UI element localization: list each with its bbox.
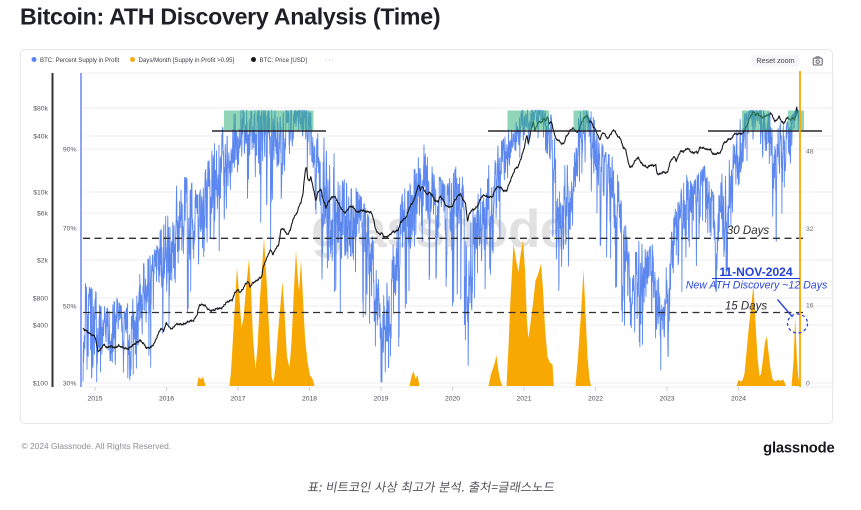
svg-text:2020: 2020 <box>445 396 460 403</box>
svg-text:2019: 2019 <box>373 396 388 403</box>
svg-text:$800: $800 <box>33 295 48 302</box>
svg-text:2018: 2018 <box>302 396 317 403</box>
svg-text:30 Days: 30 Days <box>727 225 769 237</box>
svg-text:Days/Month [Supply in Profit >: Days/Month [Supply in Profit >0.95] <box>139 57 235 64</box>
svg-text:2016: 2016 <box>159 396 174 403</box>
svg-text:$10k: $10k <box>33 189 48 196</box>
svg-text:2017: 2017 <box>230 396 245 403</box>
svg-text:Reset zoom: Reset zoom <box>756 56 794 65</box>
svg-text:48: 48 <box>806 148 814 155</box>
svg-text:$100: $100 <box>33 380 48 387</box>
svg-text:BTC: Price [USD]: BTC: Price [USD] <box>260 57 308 64</box>
svg-text:70%: 70% <box>63 225 77 232</box>
svg-text:2024: 2024 <box>731 396 746 403</box>
svg-text:11-NOV-2024: 11-NOV-2024 <box>719 265 793 279</box>
svg-text:Bitcoin: ATH Discovery Analysi: Bitcoin: ATH Discovery Analysis (Time) <box>20 3 440 29</box>
svg-text:0: 0 <box>806 380 810 387</box>
svg-text:$40k: $40k <box>33 133 48 140</box>
svg-text:$2k: $2k <box>37 257 49 264</box>
svg-text:2021: 2021 <box>516 396 531 403</box>
svg-text:© 2024 Glassnode. All Rights R: © 2024 Glassnode. All Rights Reserved. <box>22 441 172 451</box>
svg-text:15 Days: 15 Days <box>725 301 767 313</box>
svg-text:2015: 2015 <box>87 396 102 403</box>
svg-text:$6k: $6k <box>37 210 49 217</box>
svg-text:90%: 90% <box>63 146 77 153</box>
svg-text:$400: $400 <box>33 322 48 329</box>
svg-text:16: 16 <box>806 302 814 309</box>
svg-text:2022: 2022 <box>588 396 603 403</box>
svg-text:2023: 2023 <box>659 396 674 403</box>
svg-text:New ATH Discovery ~12 Days: New ATH Discovery ~12 Days <box>686 280 828 292</box>
svg-text:BTC: Percent Supply in Profit: BTC: Percent Supply in Profit <box>40 57 120 64</box>
svg-text:glassnode: glassnode <box>763 441 834 457</box>
svg-text:50%: 50% <box>63 303 77 310</box>
svg-text:···: ··· <box>325 55 334 64</box>
svg-text:32: 32 <box>806 226 814 233</box>
svg-text:30%: 30% <box>63 380 77 387</box>
svg-text:$80k: $80k <box>33 105 48 112</box>
